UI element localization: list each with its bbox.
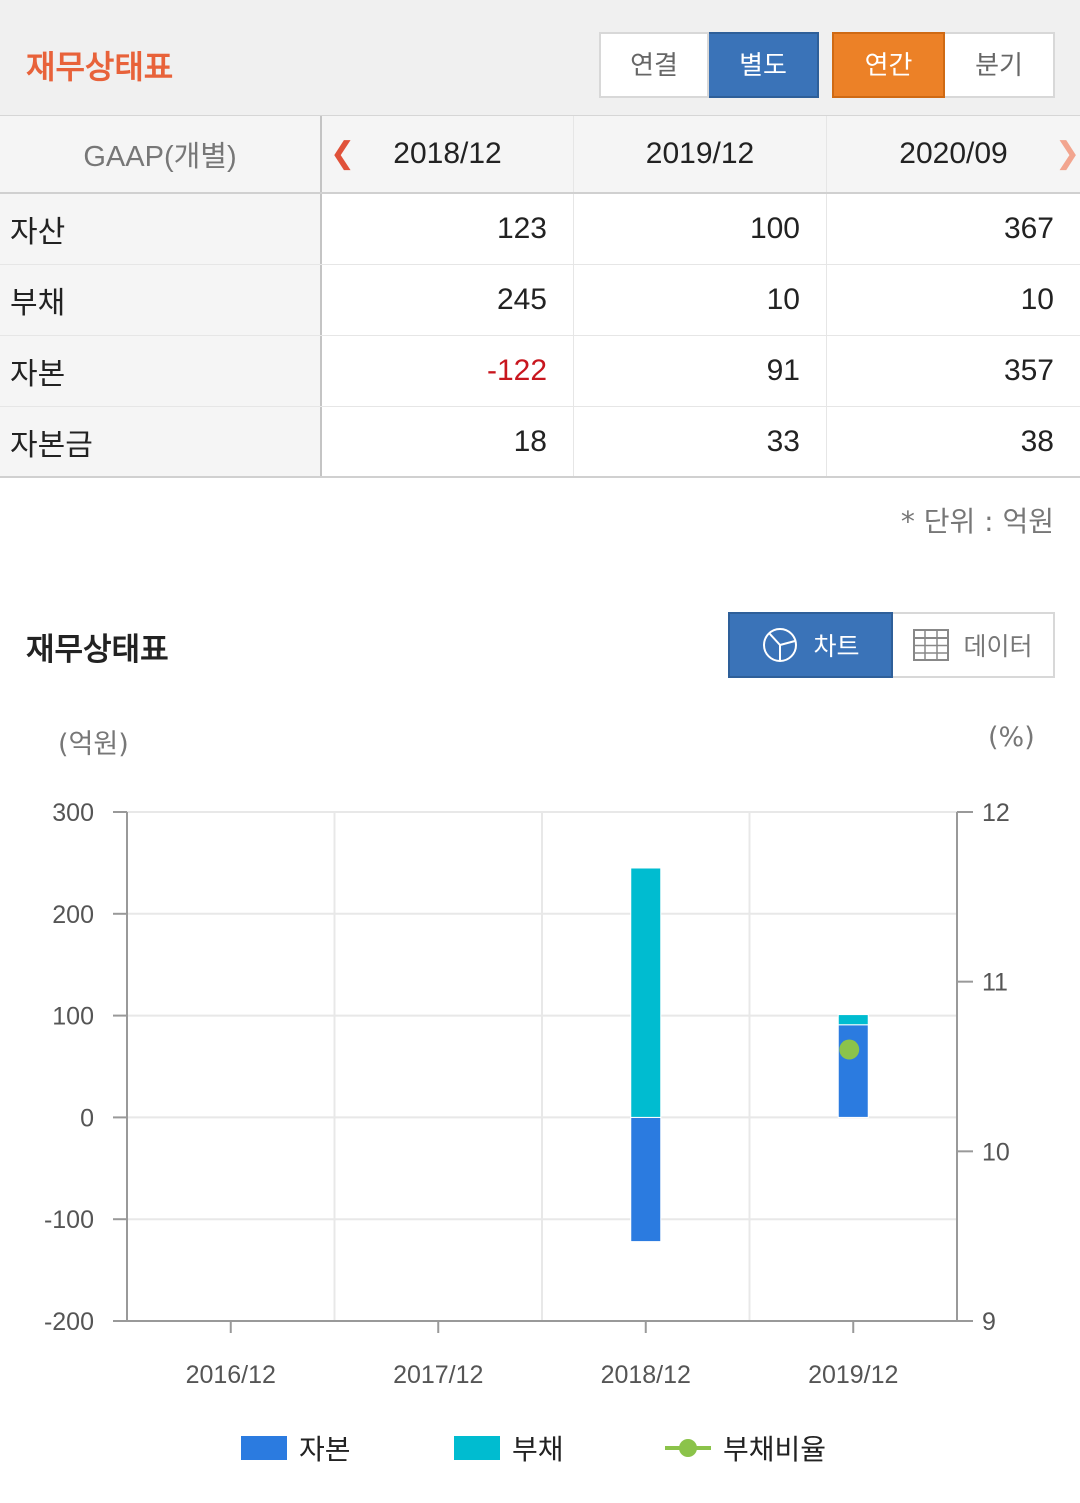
left-tick-label: 200 [52, 901, 94, 929]
column-header: 2020/09 [899, 137, 1008, 170]
row-label: 자본금 [0, 407, 322, 476]
table-row: 자본금 18 33 38 [0, 407, 1080, 478]
table-cell: 91 [574, 336, 827, 406]
legend-item[interactable]: 부채비율 [665, 1428, 826, 1468]
column-header: 2019/12 [574, 116, 827, 192]
bar-자본 [630, 1116, 662, 1243]
table-grid-icon [913, 629, 950, 661]
legend-item[interactable]: 자본 [241, 1428, 351, 1468]
pie-chart-icon [763, 628, 798, 662]
right-tick-label: 9 [982, 1308, 996, 1336]
row-label: 자본 [0, 336, 322, 406]
table-header-row: GAAP(개별) 2018/12 2019/12 2020/09 [0, 116, 1080, 194]
period-toggle: 연간 분기 [832, 32, 1055, 98]
table-cell: 10 [1020, 283, 1054, 316]
table-row: 부채 245 10 10 [0, 265, 1080, 336]
quarterly-button[interactable]: 분기 [945, 32, 1055, 98]
page-title: 재무상태표 [26, 48, 174, 86]
left-axis-unit: (억원) [58, 729, 129, 760]
chart-view-button[interactable]: 차트 [728, 612, 893, 678]
legend-swatch [241, 1436, 287, 1460]
table-cell: 245 [322, 265, 574, 335]
row-label: 부채 [0, 265, 322, 335]
unit-note: * 단위 : 억원 [900, 505, 1054, 538]
legend-label: 자본 [299, 1433, 351, 1466]
view-toggle: 차트 데이터 [728, 612, 1055, 678]
right-tick-label: 11 [982, 969, 1008, 997]
x-tick-label: 2018/12 [601, 1361, 691, 1389]
table-cell: 367 [1003, 212, 1054, 245]
table-cell: 33 [574, 407, 827, 476]
bar-자본 [837, 1024, 869, 1118]
scope-toggle: 연결 별도 [599, 32, 819, 98]
table-cell: 357 [1003, 354, 1054, 387]
chart-view-label: 차트 [813, 632, 860, 661]
data-view-label: 데이터 [963, 632, 1033, 661]
legend-label: 부채비율 [723, 1433, 827, 1466]
left-tick-label: 100 [52, 1003, 94, 1031]
x-tick-label: 2016/12 [186, 1361, 276, 1389]
consolidated-button[interactable]: 연결 [599, 32, 709, 98]
column-header: 2018/12 [322, 116, 574, 192]
table-cell: 38 [1020, 424, 1054, 458]
legend-item[interactable]: 부채 [454, 1428, 564, 1468]
left-tick-label: 0 [80, 1104, 94, 1132]
table-cell-negative: -122 [322, 336, 574, 406]
row-label: 자산 [0, 194, 322, 264]
balance-sheet-chart: 300 200 100 0 -100 -200 12 11 10 9 2016/12 2017/12 2… [44, 799, 1010, 1389]
bar-부채 [630, 867, 662, 1118]
legend-label: 부채 [512, 1433, 564, 1466]
separate-button[interactable]: 별도 [709, 32, 819, 98]
legend-swatch [454, 1436, 500, 1460]
top-header: 재무상태표 연결 별도 연간 분기 [0, 0, 1080, 116]
right-axis-unit: (%) [988, 722, 1035, 753]
line-point-부채비율 [839, 1039, 860, 1060]
balance-sheet-table: GAAP(개별) 2018/12 2019/12 2020/09 자산 123 … [0, 116, 1080, 478]
left-tick-label: -100 [44, 1206, 94, 1234]
right-tick-label: 10 [982, 1138, 1010, 1166]
table-cell: 100 [574, 194, 827, 264]
table-row: 자본 -122 91 357 [0, 336, 1080, 407]
annual-button[interactable]: 연간 [832, 32, 945, 98]
right-tick-label: 12 [982, 799, 1010, 827]
legend-line-marker [665, 1439, 711, 1457]
left-tick-label: -200 [44, 1308, 94, 1336]
x-tick-label: 2017/12 [393, 1361, 483, 1389]
bar-부채 [837, 1014, 869, 1026]
chevron-left-icon[interactable]: ❮ [330, 136, 356, 171]
basis-label: GAAP(개별) [0, 116, 322, 192]
x-tick-label: 2019/12 [808, 1361, 898, 1389]
table-cell: 18 [322, 407, 574, 476]
left-tick-label: 300 [52, 799, 94, 827]
chevron-right-icon[interactable]: ❯ [1055, 136, 1080, 171]
table-cell: 123 [322, 194, 574, 264]
table-row: 자산 123 100 367 [0, 194, 1080, 265]
chart-section-title: 재무상태표 [26, 632, 169, 668]
data-view-button[interactable]: 데이터 [893, 612, 1055, 678]
table-cell: 10 [574, 265, 827, 335]
